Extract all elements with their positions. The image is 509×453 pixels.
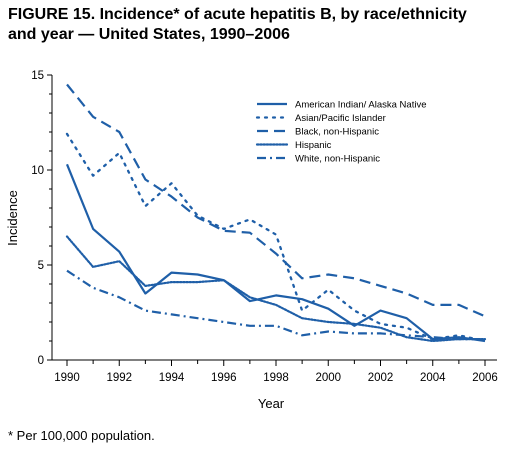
chart-title-line-1: FIGURE 15. Incidence* of acute hepatitis… xyxy=(8,6,467,23)
x-tick-label: 1992 xyxy=(106,372,132,384)
legend-label: White, non-Hispanic xyxy=(295,154,380,165)
legend-label: Black, non-Hispanic xyxy=(295,127,379,138)
x-tick-label: 2000 xyxy=(315,372,341,384)
x-tick-label: 2006 xyxy=(472,372,498,384)
series-line-solid xyxy=(65,163,486,343)
series-line-dense-dot xyxy=(65,235,487,343)
series-line-dash-dot xyxy=(66,269,485,341)
chart-title: FIGURE 15. Incidence* of acute hepatitis… xyxy=(8,5,508,45)
series-line-sparse-dot xyxy=(65,132,487,343)
x-tick-label: 1998 xyxy=(263,372,289,384)
x-tick-label: 1994 xyxy=(159,372,185,384)
y-tick-label: 15 xyxy=(31,70,44,82)
series-line-long-dash xyxy=(66,83,486,318)
x-tick-label: 2002 xyxy=(368,372,394,384)
x-tick-label: 1996 xyxy=(211,372,237,384)
x-tick-label: 2004 xyxy=(420,372,446,384)
legend-label: American Indian/ Alaska Native xyxy=(295,100,426,111)
legend-label: Hispanic xyxy=(295,140,332,151)
y-axis-title: Incidence xyxy=(5,190,20,246)
chart-series-lines xyxy=(65,83,487,343)
x-axis-title: Year xyxy=(258,396,285,411)
y-tick-label: 5 xyxy=(38,260,44,272)
x-tick-label: 1990 xyxy=(54,372,80,384)
y-tick-label: 0 xyxy=(38,355,44,367)
chart-axes: 0 5 10 15 1990 1992 1994 1996 1998 2000 2002 2004 20… xyxy=(31,70,498,384)
footnote: * Per 100,000 population. xyxy=(8,428,155,443)
y-tick-label: 10 xyxy=(31,165,44,177)
chart-title-line-2: and year — United States, 1990–2006 xyxy=(8,26,290,43)
legend-label: Asian/Pacific Islander xyxy=(295,113,386,124)
chart-legend: American Indian/ Alaska Native Asian/Paci… xyxy=(255,100,426,165)
